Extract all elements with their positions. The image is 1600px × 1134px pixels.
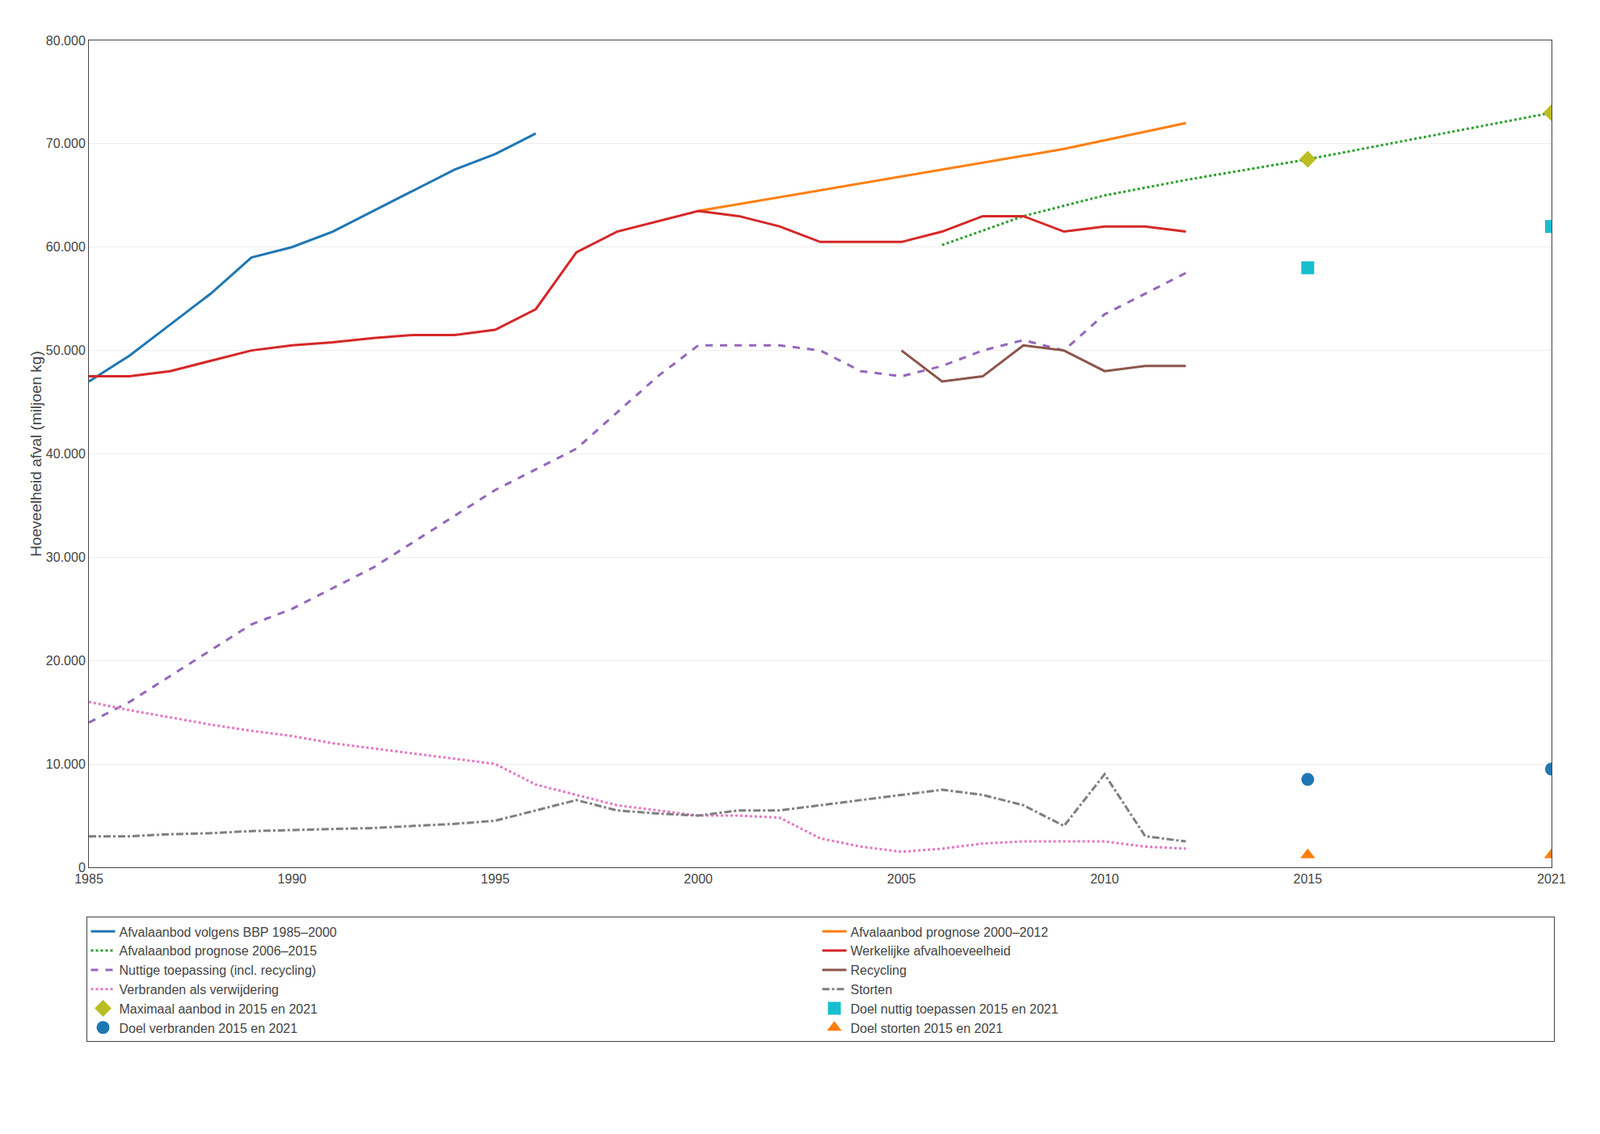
svg-text:2021: 2021: [1536, 871, 1567, 886]
svg-text:20.000: 20.000: [46, 653, 86, 668]
svg-text:Werkelijke afvalhoeveelheid: Werkelijke afvalhoeveelheid: [850, 943, 1011, 958]
svg-text:Afvalaanbod volgens BBP 1985–2: Afvalaanbod volgens BBP 1985–2000: [119, 925, 337, 939]
svg-text:2000: 2000: [683, 871, 713, 886]
svg-text:40.000: 40.000: [46, 446, 86, 461]
svg-text:0: 0: [78, 860, 86, 875]
svg-text:70.000: 70.000: [46, 136, 86, 151]
svg-text:Doel nuttig toepassen 2015 en: Doel nuttig toepassen 2015 en 2021: [850, 1002, 1059, 1016]
svg-text:1990: 1990: [277, 871, 308, 886]
svg-text:2015: 2015: [1293, 871, 1323, 886]
svg-text:Afvalaanbod prognose 2006–2015: Afvalaanbod prognose 2006–2015: [119, 943, 318, 958]
svg-text:Nuttige toepassing (incl. recy: Nuttige toepassing (incl. recycling): [119, 963, 317, 977]
svg-text:60.000: 60.000: [46, 240, 86, 254]
svg-text:50.000: 50.000: [46, 343, 86, 358]
svg-text:10.000: 10.000: [46, 757, 86, 771]
svg-text:Doel verbranden 2015 en 2021: Doel verbranden 2015 en 2021: [119, 1021, 299, 1036]
svg-text:30.000: 30.000: [46, 550, 86, 565]
svg-text:Recycling: Recycling: [850, 963, 907, 977]
svg-text:Afvalaanbod prognose 2000–2012: Afvalaanbod prognose 2000–2012: [850, 925, 1049, 939]
svg-text:2010: 2010: [1090, 871, 1120, 886]
svg-text:Hoeveelheid afval (miljoen kg): Hoeveelheid afval (miljoen kg): [27, 350, 45, 557]
svg-text:Storten: Storten: [850, 982, 893, 997]
svg-text:Doel storten 2015 en 2021: Doel storten 2015 en 2021: [850, 1021, 1004, 1036]
svg-text:80.000: 80.000: [46, 33, 86, 48]
svg-text:1995: 1995: [480, 871, 510, 886]
svg-text:1985: 1985: [74, 871, 104, 886]
svg-text:Verbranden als verwijdering: Verbranden als verwijdering: [119, 982, 279, 997]
svg-text:2005: 2005: [887, 871, 917, 886]
svg-text:Maximaal aanbod in 2015 en 202: Maximaal aanbod in 2015 en 2021: [119, 1002, 319, 1016]
